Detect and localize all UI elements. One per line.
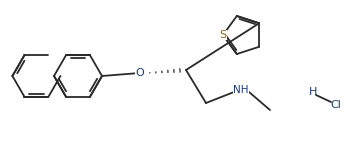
Text: NH: NH [233,85,249,95]
Text: H: H [309,87,317,97]
Text: O: O [135,68,144,78]
Text: Cl: Cl [330,100,341,110]
Text: S: S [220,30,226,40]
